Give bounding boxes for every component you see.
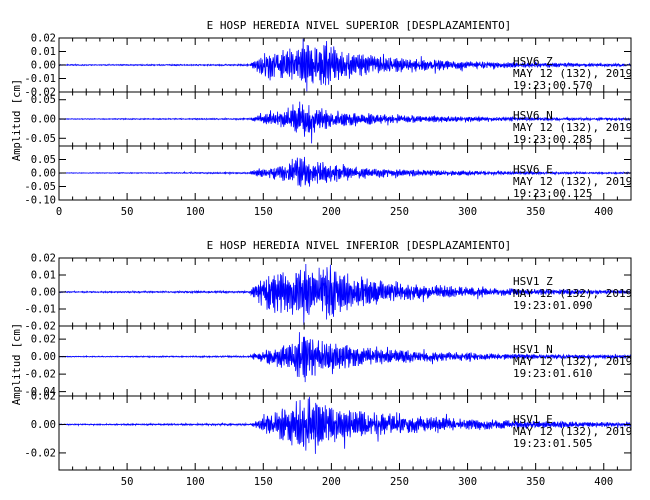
y-tick-label: -0.02 [24,87,56,99]
waveform-trace [58,396,632,454]
y-tick-label: 0.05 [31,154,56,166]
x-tick-label: 250 [390,476,409,488]
station-component-label: HSV6 Z [513,55,553,68]
date-label: MAY 12 (132), 2019 [513,425,632,438]
y-tick-label: -0.01 [24,73,56,85]
y-tick-label: -0.10 [24,195,56,207]
x-tick-label: 0 [56,206,62,218]
time-label: 19:23:01.610 [513,367,592,380]
y-tick-label: -0.05 [24,133,56,145]
station-component-label: HSV6 N [513,109,553,122]
time-label: 19:23:00.125 [513,187,592,200]
x-tick-label: 350 [526,206,545,218]
station-component-label: HSV1 N [513,343,553,356]
date-label: MAY 12 (132), 2019 [513,175,632,188]
time-label: 19:23:01.505 [513,437,592,450]
y-tick-label: 0.00 [31,168,56,180]
x-tick-label: 250 [390,206,409,218]
y-tick-label: -0.05 [24,181,56,193]
y-tick-label: 0.01 [31,46,56,58]
y-tick-label: 0.00 [31,114,56,126]
y-tick-label: -0.02 [24,369,56,381]
date-label: MAY 12 (132), 2019 [513,287,632,300]
time-label: 19:23:01.090 [513,299,592,312]
chart-title: E HOSP HEREDIA NIVEL INFERIOR [DESPLAZAM… [207,239,512,252]
waveform-trace [58,332,632,383]
y-tick-label: 0.02 [31,33,56,45]
y-tick-label: 0.00 [31,60,56,72]
station-component-label: HSV1 E [513,413,553,426]
waveform-trace [58,101,632,144]
x-tick-label: 50 [121,476,134,488]
x-tick-label: 400 [594,476,613,488]
y-tick-label: -0.01 [24,304,56,316]
station-component-label: HSV6 E [513,163,553,176]
x-tick-label: 350 [526,476,545,488]
x-tick-label: 200 [322,476,341,488]
y-tick-label: -0.02 [24,447,56,459]
waveform-trace [58,38,632,92]
y-tick-label: 0.01 [31,270,56,282]
time-label: 19:23:00.285 [513,133,592,146]
x-tick-label: 100 [186,206,205,218]
date-label: MAY 12 (132), 2019 [513,121,632,134]
y-tick-label: -0.02 [24,321,56,333]
waveform-trace [58,156,632,187]
x-tick-label: 100 [186,476,205,488]
chart-title: E HOSP HEREDIA NIVEL SUPERIOR [DESPLAZAM… [207,19,512,32]
date-label: MAY 12 (132), 2019 [513,67,632,80]
x-tick-label: 150 [254,476,273,488]
y-tick-label: 0.02 [31,391,56,403]
x-tick-label: 300 [458,476,477,488]
x-tick-label: 50 [121,206,134,218]
y-tick-label: 0.00 [31,419,56,431]
y-axis-label: Amplitud [cm] [11,79,23,161]
time-label: 19:23:00.570 [513,79,592,92]
y-tick-label: -0.04 [24,386,56,398]
y-tick-label: 0.02 [31,253,56,265]
y-tick-label: 0.02 [31,334,56,346]
x-tick-label: 150 [254,206,273,218]
date-label: MAY 12 (132), 2019 [513,355,632,368]
y-tick-label: 0.05 [31,94,56,106]
x-tick-label: 400 [594,206,613,218]
x-tick-label: 200 [322,206,341,218]
y-tick-label: 0.00 [31,287,56,299]
waveform-trace [58,263,632,325]
y-tick-label: 0.00 [31,351,56,363]
y-axis-label: Amplitud [cm] [11,323,23,405]
station-component-label: HSV1 Z [513,275,553,288]
x-tick-label: 300 [458,206,477,218]
